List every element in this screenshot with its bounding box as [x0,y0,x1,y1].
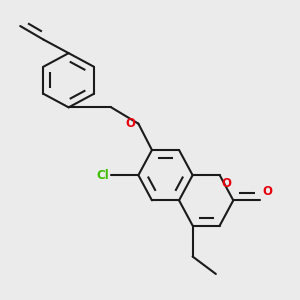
Text: O: O [222,177,232,190]
Text: O: O [262,185,272,198]
Text: Cl: Cl [97,169,109,182]
Text: O: O [125,117,135,130]
